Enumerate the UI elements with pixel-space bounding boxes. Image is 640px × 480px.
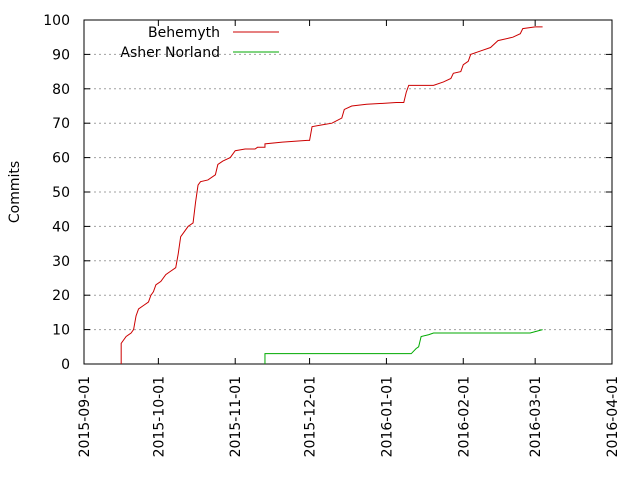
x-tick-label: 2016-01-01 (379, 376, 395, 457)
legend: Behemyth Asher Norland (120, 25, 279, 61)
y-tick-label: 60 (52, 151, 70, 167)
series-line-0 (120, 26, 543, 364)
y-tick-label: 50 (52, 185, 70, 201)
y-tick-label: 100 (43, 13, 70, 29)
y-axis-title: Commits (7, 161, 23, 223)
series-line-1 (264, 329, 543, 364)
y-tick-label: 10 (52, 323, 70, 339)
y-tick-label: 0 (61, 357, 70, 373)
y-tick-label: 70 (52, 116, 70, 132)
x-tick-label: 2015-10-01 (151, 376, 167, 457)
legend-label: Asher Norland (120, 45, 220, 61)
x-tick-label: 2015-12-01 (303, 376, 319, 457)
y-axis: 0 10 20 30 40 50 60 70 80 90 100 (43, 13, 612, 373)
y-tick-label: 20 (52, 288, 70, 304)
x-tick-label: 2015-09-01 (77, 376, 93, 457)
legend-label: Behemyth (148, 25, 220, 41)
x-tick-label: 2016-04-01 (605, 376, 621, 457)
y-tick-label: 40 (52, 219, 70, 235)
x-tick-label: 2016-03-01 (528, 376, 544, 457)
y-tick-label: 80 (52, 82, 70, 98)
y-tick-label: 90 (52, 47, 70, 63)
x-axis: 2015-09-01 2015-10-01 2015-11-01 2015-12-01… (77, 20, 621, 457)
grid-lines (84, 53, 612, 331)
plot-border (83, 19, 613, 365)
y-tick-label: 30 (52, 254, 70, 270)
x-tick-label: 2016-02-01 (456, 376, 472, 457)
x-tick-label: 2015-11-01 (228, 376, 244, 457)
series-lines (120, 26, 543, 364)
